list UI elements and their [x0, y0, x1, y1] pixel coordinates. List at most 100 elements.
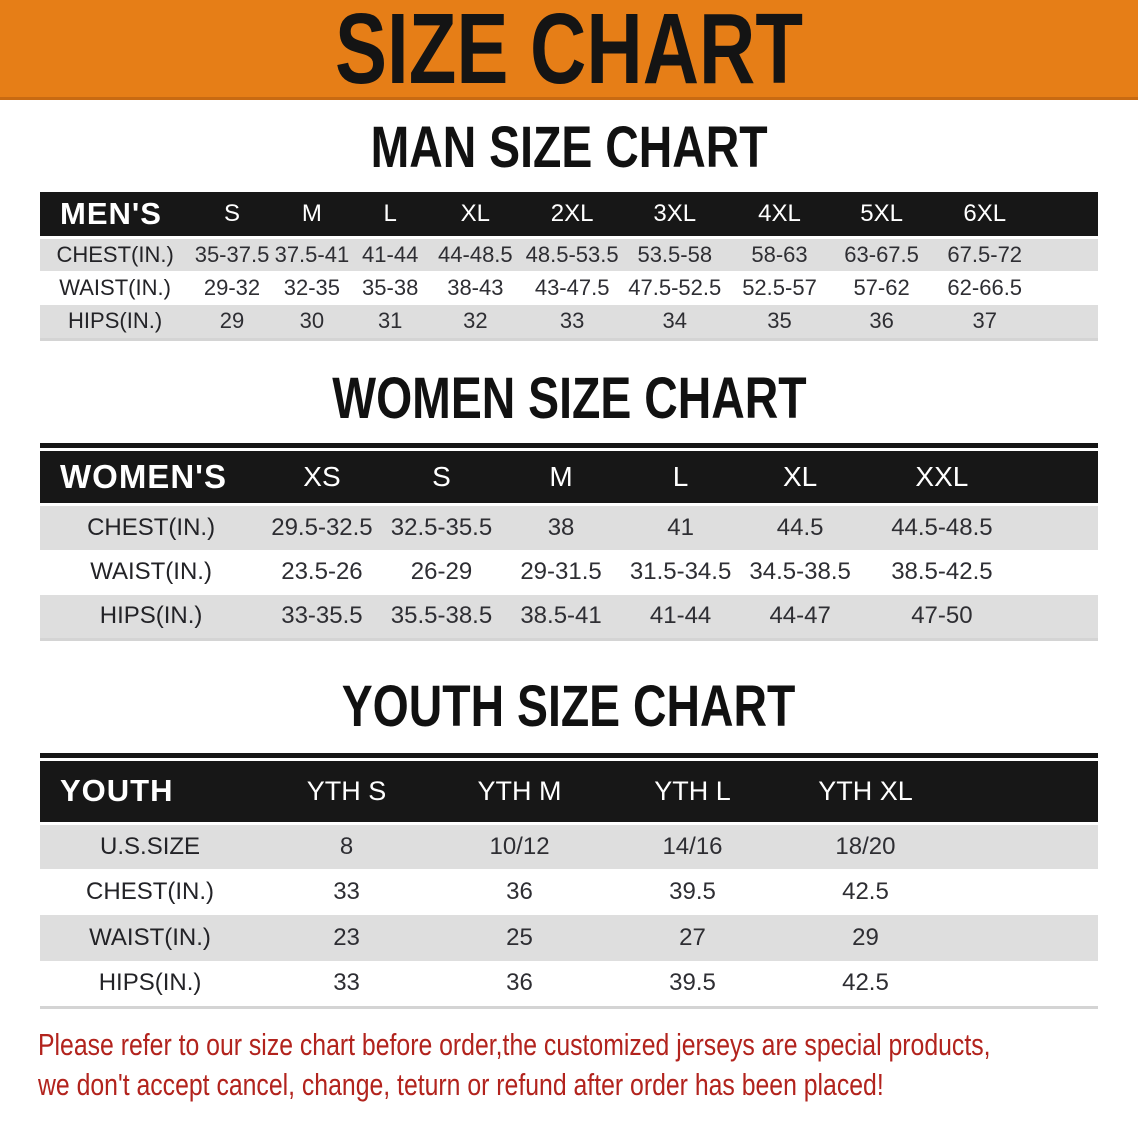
value-cell: 35.5-38.5 [390, 602, 493, 630]
value-cell: 34 [662, 308, 687, 334]
row-label: CHEST(IN.) [56, 241, 174, 267]
value-cell: 25 [506, 924, 533, 951]
size-header: 2XL [520, 192, 624, 239]
value-cell: 43-47.5 [534, 275, 610, 300]
section-men: MAN SIZE CHART MEN'S S M L XL 2XL 3XL 4XL 5XL 6XL… [0, 115, 1138, 341]
row-label: CHEST(IN.) [87, 513, 216, 541]
value-cell: 39.5 [669, 969, 716, 997]
value-cell: 34.5-38.5 [749, 558, 851, 585]
section-title-men: MAN SIZE CHART [0, 115, 1138, 180]
value-cell: 52.5-57 [742, 275, 817, 300]
youth-size-table-wrap: YOUTH YTH S YTH M YTH L YTH XL U.S.SIZE 8 10/12… [40, 753, 1098, 1009]
value-cell: 38 [547, 513, 575, 541]
value-cell: 44-48.5 [438, 241, 513, 267]
table-row: HIPS(IN.) 33 36 39.5 42.5 [40, 961, 1098, 1007]
value-cell: 29-31.5 [520, 558, 602, 585]
value-cell: 26-29 [410, 558, 473, 585]
value-cell: 42.5 [842, 969, 889, 997]
table-row: WAIST(IN.) 29-32 32-35 35-38 38-43 43-47.5 47.… [40, 271, 1098, 305]
table-row: U.S.SIZE 8 10/12 14/16 18/20 [40, 823, 1098, 869]
men-size-table: MEN'S S M L XL 2XL 3XL 4XL 5XL 6XL CHEST(IN.) 35-37… [40, 192, 1098, 341]
row-filler [1024, 595, 1098, 640]
corner-header: WOMEN'S [40, 450, 263, 506]
size-header: S [190, 192, 274, 239]
row-filler [1040, 271, 1098, 305]
value-cell: 33 [559, 308, 585, 334]
value-cell: 31 [377, 308, 403, 334]
value-cell: 41 [667, 513, 694, 541]
value-cell: 32 [463, 308, 488, 334]
table-row: CHEST(IN.) 35-37.5 37.5-41 41-44 44-48.5 48.5… [40, 237, 1098, 271]
value-cell: 36 [506, 878, 533, 905]
value-cell: 62-66.5 [947, 275, 1023, 300]
section-title-men-text: MAN SIZE CHART [370, 115, 768, 180]
value-cell: 44.5-48.5 [891, 513, 993, 541]
value-cell: 41-44 [362, 241, 419, 267]
size-header: 3XL [623, 192, 726, 239]
size-header: M [273, 192, 350, 239]
footnote-line-1: Please refer to our size chart before or… [38, 1025, 1138, 1065]
table-row: HIPS(IN.) 33-35.5 35.5-38.5 38.5-41 41-44 44-… [40, 594, 1098, 640]
size-header: M [501, 450, 621, 506]
row-filler [1040, 305, 1098, 339]
size-chart-banner: SIZE CHART [0, 0, 1138, 100]
value-cell: 42.5 [842, 878, 889, 905]
header-row: WOMEN'S XS S M L XL XXL [40, 450, 1098, 506]
header-filler [1039, 192, 1098, 239]
footnote: Please refer to our size chart before or… [38, 1025, 1138, 1105]
value-cell: 35 [767, 308, 792, 334]
men-size-table-wrap: MEN'S S M L XL 2XL 3XL 4XL 5XL 6XL CHEST(IN.) 35-37… [40, 192, 1098, 341]
row-label: CHEST(IN.) [86, 878, 215, 905]
value-cell: 27 [679, 924, 706, 951]
value-cell: 39.5 [669, 878, 716, 905]
size-header: XXL [859, 450, 1024, 506]
value-cell: 44.5 [776, 513, 824, 541]
value-cell: 57-62 [853, 275, 910, 300]
section-youth: YOUTH SIZE CHART YOUTH YTH S YTH M YTH L YTH… [0, 678, 1138, 1009]
value-cell: 33-35.5 [281, 602, 363, 630]
value-cell: 35-37.5 [194, 241, 270, 267]
value-cell: 41-44 [649, 602, 712, 630]
row-label: U.S.SIZE [100, 832, 201, 860]
row-label: WAIST(IN.) [90, 558, 212, 585]
value-cell: 38.5-41 [520, 602, 602, 630]
size-header: 4XL [725, 192, 834, 239]
size-header: XL [740, 450, 860, 506]
page-title: SIZE CHART [335, 0, 803, 105]
value-cell: 67.5-72 [947, 241, 1023, 267]
value-cell: 8 [339, 832, 354, 860]
value-cell: 63-67.5 [844, 241, 919, 267]
header-row: YOUTH YTH S YTH M YTH L YTH XL [40, 761, 1098, 825]
value-cell: 37 [972, 308, 997, 334]
table-row: CHEST(IN.) 29.5-32.5 32.5-35.5 38 41 44.5 44.5… [40, 504, 1098, 550]
value-cell: 58-63 [751, 241, 808, 267]
size-header: S [381, 450, 502, 506]
table-row: CHEST(IN.) 33 36 39.5 42.5 [40, 869, 1098, 915]
value-cell: 32.5-35.5 [390, 513, 493, 541]
footnote-line-1-text: Please refer to our size chart before or… [38, 1026, 991, 1062]
row-filler [1024, 550, 1098, 595]
footnote-line-2: we don't accept cancel, change, teturn o… [38, 1065, 1138, 1105]
corner-header: MEN'S [40, 192, 191, 239]
size-header: YTH M [433, 761, 606, 825]
size-header: YTH L [606, 761, 779, 825]
value-cell: 30 [299, 308, 325, 334]
size-header: XL [430, 192, 521, 239]
size-header: XS [262, 450, 382, 506]
row-filler [952, 869, 1098, 915]
row-label: WAIST(IN.) [89, 924, 211, 951]
footnote-line-2-text: we don't accept cancel, change, teturn o… [38, 1066, 884, 1102]
value-cell: 47.5-52.5 [628, 275, 722, 300]
value-cell: 18/20 [835, 832, 896, 860]
table-row: WAIST(IN.) 23 25 27 29 [40, 915, 1098, 961]
row-label: HIPS(IN.) [68, 308, 163, 334]
value-cell: 33 [333, 969, 360, 997]
value-cell: 29-32 [203, 275, 261, 300]
value-cell: 38-43 [447, 275, 504, 300]
row-filler [952, 823, 1098, 869]
value-cell: 33 [333, 878, 360, 905]
header-filler [951, 761, 1098, 825]
value-cell: 36 [869, 308, 894, 334]
value-cell: 35-38 [362, 275, 419, 300]
size-header: L [349, 192, 431, 239]
